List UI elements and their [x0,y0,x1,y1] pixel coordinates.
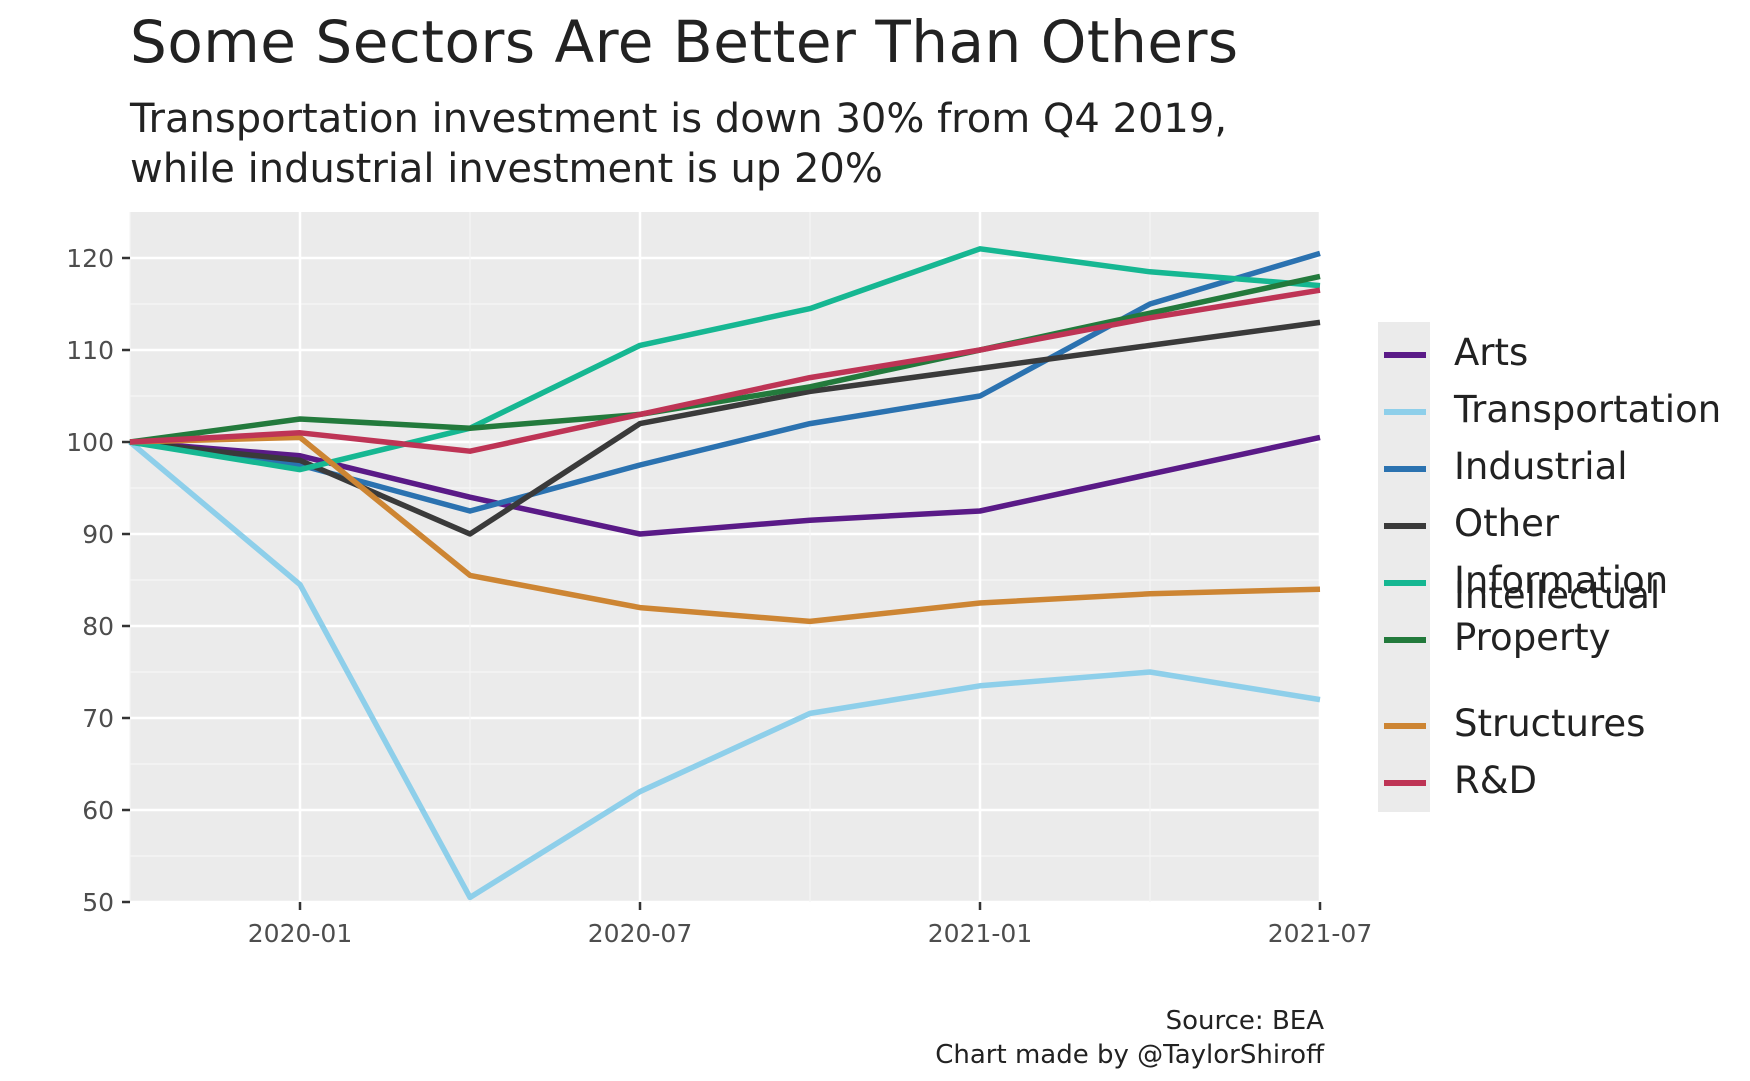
legend-swatch [1384,409,1426,415]
subtitle-line-2: while industrial investment is up 20% [130,146,883,192]
x-tick-label: 2021-01 [928,919,1032,948]
y-tick-label: 110 [66,336,114,365]
y-tick-label: 100 [66,428,114,457]
legend-label: R&D [1454,759,1538,802]
legend-label: Property [1454,616,1611,659]
series-line-other [129,319,1321,537]
legend-panel [1378,322,1430,812]
legend-swatch [1384,637,1426,643]
series-lines [128,246,1321,901]
caption-source: Source: BEA [1165,1006,1324,1036]
x-tick-label: 2021-07 [1268,919,1372,948]
y-tick-label: 80 [82,612,114,641]
legend-label: Other [1454,502,1560,545]
x-tick-label: 2020-01 [248,919,352,948]
legend-swatch [1384,352,1426,358]
series-line-r-d [129,287,1321,454]
chart-title: Some Sectors Are Better Than Others [130,8,1239,76]
y-tick-label: 120 [66,244,114,273]
chart-subtitle: Transportation investment is down 30% fr… [130,94,1227,194]
y-tick-label: 90 [82,520,114,549]
x-tick-label: 2020-07 [588,919,692,948]
series-line-structures [129,434,1321,625]
legend-label: Transportation [1454,388,1722,431]
series-line-intellectual-property [129,273,1321,445]
legend-swatch [1384,466,1426,472]
series-line-transportation [128,439,1321,901]
y-tick-label: 60 [82,796,114,825]
axes: 50 60 70 80 90 100 110 120 2020-01 2020-07 2021-01… [66,244,1372,948]
chart-caption: Source: BEA Chart made by @TaylorShiroff [935,1004,1324,1072]
legend-swatch [1384,523,1426,529]
legend-label: Structures [1454,702,1646,745]
legend-label: Industrial [1454,445,1628,488]
legend-label: Intellectual [1454,574,1661,617]
subtitle-line-1: Transportation investment is down 30% fr… [130,96,1228,142]
caption-credit: Chart made by @TaylorShiroff [935,1040,1324,1070]
legend-swatch [1384,780,1426,786]
y-tick-label: 70 [82,704,114,733]
y-tick-label: 50 [82,888,114,917]
legend-swatch [1384,723,1426,729]
legend-swatch [1384,580,1426,586]
legend-label: Arts [1454,331,1529,374]
legend-label: Information [1454,559,1669,602]
